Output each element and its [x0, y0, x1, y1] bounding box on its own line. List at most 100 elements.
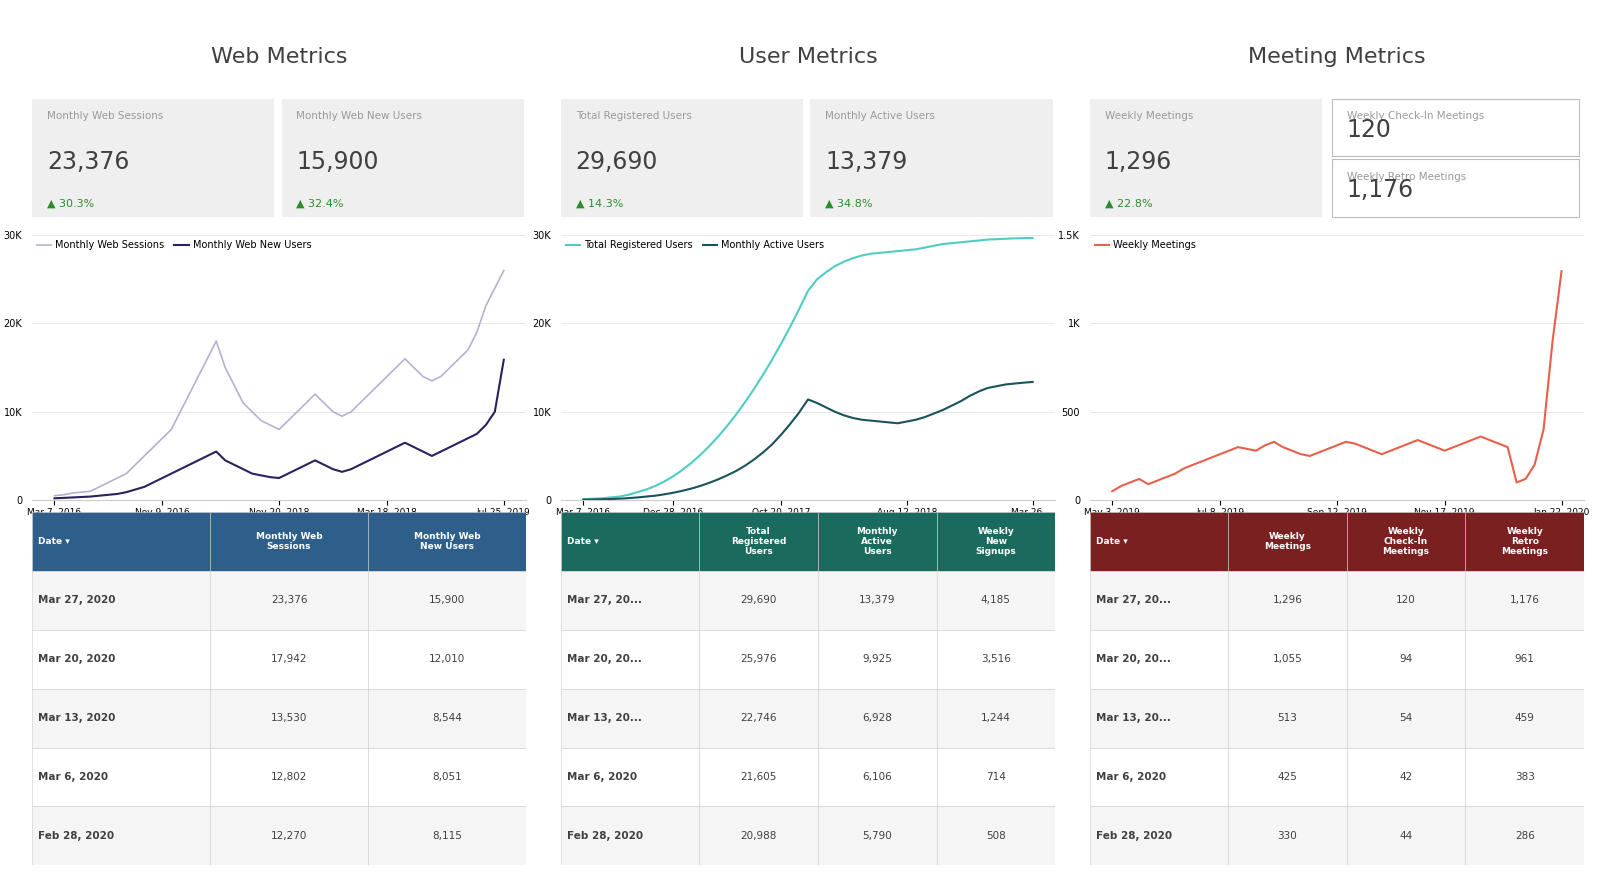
Text: 12,270: 12,270 — [270, 831, 307, 841]
FancyBboxPatch shape — [699, 748, 818, 806]
Text: Weekly
Retro
Meetings: Weekly Retro Meetings — [1501, 526, 1549, 556]
FancyBboxPatch shape — [1331, 99, 1579, 156]
FancyBboxPatch shape — [1466, 630, 1584, 689]
FancyBboxPatch shape — [1331, 159, 1579, 216]
FancyBboxPatch shape — [936, 512, 1054, 571]
Text: Mar 27, 2020: Mar 27, 2020 — [38, 595, 115, 606]
Text: ▲ 30.3%: ▲ 30.3% — [46, 199, 94, 209]
Text: 383: 383 — [1515, 772, 1534, 782]
FancyBboxPatch shape — [1090, 689, 1229, 748]
Legend: Total Registered Users, Monthly Active Users: Total Registered Users, Monthly Active U… — [566, 240, 824, 250]
FancyBboxPatch shape — [32, 689, 210, 748]
FancyBboxPatch shape — [210, 748, 368, 806]
FancyBboxPatch shape — [936, 806, 1054, 865]
FancyBboxPatch shape — [1466, 806, 1584, 865]
FancyBboxPatch shape — [1347, 630, 1466, 689]
FancyBboxPatch shape — [1229, 571, 1347, 630]
Legend: Weekly Meetings: Weekly Meetings — [1094, 240, 1195, 250]
Text: Weekly Retro Meetings: Weekly Retro Meetings — [1347, 172, 1466, 182]
Text: Weekly Meetings: Weekly Meetings — [1104, 111, 1194, 122]
FancyBboxPatch shape — [818, 571, 936, 630]
Text: 8,544: 8,544 — [432, 713, 462, 723]
Text: Mar 6, 2020: Mar 6, 2020 — [1096, 772, 1166, 782]
Text: 459: 459 — [1515, 713, 1534, 723]
Text: 22,746: 22,746 — [741, 713, 778, 723]
Text: 15,900: 15,900 — [296, 150, 379, 174]
Text: Date ▾: Date ▾ — [566, 537, 598, 546]
Text: 13,379: 13,379 — [826, 150, 907, 174]
FancyBboxPatch shape — [936, 689, 1054, 748]
FancyBboxPatch shape — [699, 571, 818, 630]
FancyBboxPatch shape — [1466, 571, 1584, 630]
FancyBboxPatch shape — [811, 99, 1053, 216]
Text: 44: 44 — [1400, 831, 1413, 841]
FancyBboxPatch shape — [210, 689, 368, 748]
Text: 5,790: 5,790 — [862, 831, 893, 841]
FancyBboxPatch shape — [699, 689, 818, 748]
FancyBboxPatch shape — [368, 806, 526, 865]
Legend: Monthly Web Sessions, Monthly Web New Users: Monthly Web Sessions, Monthly Web New Us… — [37, 240, 312, 250]
Text: 6,106: 6,106 — [862, 772, 893, 782]
Text: ▲ 34.8%: ▲ 34.8% — [826, 199, 872, 209]
Text: ▲ 22.8%: ▲ 22.8% — [1104, 199, 1152, 209]
FancyBboxPatch shape — [699, 512, 818, 571]
Text: 25,976: 25,976 — [741, 654, 778, 664]
Text: Weekly Check-In Meetings: Weekly Check-In Meetings — [1347, 111, 1485, 122]
Text: 513: 513 — [1277, 713, 1298, 723]
Text: 13,530: 13,530 — [270, 713, 307, 723]
FancyBboxPatch shape — [1466, 689, 1584, 748]
Text: Feb 28, 2020: Feb 28, 2020 — [566, 831, 643, 841]
Text: Monthly Web
New Users: Monthly Web New Users — [414, 532, 480, 551]
Text: Mar 27, 20...: Mar 27, 20... — [566, 595, 642, 606]
FancyBboxPatch shape — [1090, 512, 1229, 571]
FancyBboxPatch shape — [1090, 99, 1322, 216]
FancyBboxPatch shape — [32, 630, 210, 689]
FancyBboxPatch shape — [32, 806, 210, 865]
FancyBboxPatch shape — [210, 512, 368, 571]
Text: 3,516: 3,516 — [981, 654, 1011, 664]
FancyBboxPatch shape — [818, 689, 936, 748]
Text: ▲ 32.4%: ▲ 32.4% — [296, 199, 344, 209]
FancyBboxPatch shape — [699, 630, 818, 689]
Text: Mar 6, 2020: Mar 6, 2020 — [38, 772, 109, 782]
FancyBboxPatch shape — [1090, 571, 1229, 630]
FancyBboxPatch shape — [562, 512, 699, 571]
FancyBboxPatch shape — [1466, 748, 1584, 806]
FancyBboxPatch shape — [562, 689, 699, 748]
FancyBboxPatch shape — [936, 748, 1054, 806]
FancyBboxPatch shape — [1090, 748, 1229, 806]
Text: 29,690: 29,690 — [576, 150, 658, 174]
Text: 4,185: 4,185 — [981, 595, 1011, 606]
Text: 54: 54 — [1400, 713, 1413, 723]
FancyBboxPatch shape — [818, 512, 936, 571]
Text: Feb 28, 2020: Feb 28, 2020 — [1096, 831, 1171, 841]
Text: Total Registered Users: Total Registered Users — [576, 111, 691, 122]
Text: 8,051: 8,051 — [432, 772, 462, 782]
FancyBboxPatch shape — [936, 571, 1054, 630]
FancyBboxPatch shape — [818, 748, 936, 806]
FancyBboxPatch shape — [368, 748, 526, 806]
Text: Monthly Active Users: Monthly Active Users — [826, 111, 934, 122]
FancyBboxPatch shape — [1090, 630, 1229, 689]
FancyBboxPatch shape — [1347, 571, 1466, 630]
FancyBboxPatch shape — [562, 630, 699, 689]
Text: Monthly Web Sessions: Monthly Web Sessions — [46, 111, 163, 122]
Text: Mar 20, 2020: Mar 20, 2020 — [38, 654, 115, 664]
Text: Web Metrics: Web Metrics — [211, 48, 347, 67]
Text: Monthly Web
Sessions: Monthly Web Sessions — [256, 532, 322, 551]
Text: 120: 120 — [1347, 117, 1392, 142]
Text: Weekly
Meetings: Weekly Meetings — [1264, 532, 1310, 551]
Text: 425: 425 — [1277, 772, 1298, 782]
Text: 1,244: 1,244 — [981, 713, 1011, 723]
FancyBboxPatch shape — [1229, 512, 1347, 571]
FancyBboxPatch shape — [562, 806, 699, 865]
FancyBboxPatch shape — [1229, 630, 1347, 689]
Text: 42: 42 — [1400, 772, 1413, 782]
FancyBboxPatch shape — [368, 571, 526, 630]
Text: 1,176: 1,176 — [1510, 595, 1539, 606]
FancyBboxPatch shape — [936, 630, 1054, 689]
Text: 714: 714 — [986, 772, 1006, 782]
Text: 23,376: 23,376 — [46, 150, 130, 174]
FancyBboxPatch shape — [1229, 748, 1347, 806]
FancyBboxPatch shape — [210, 806, 368, 865]
